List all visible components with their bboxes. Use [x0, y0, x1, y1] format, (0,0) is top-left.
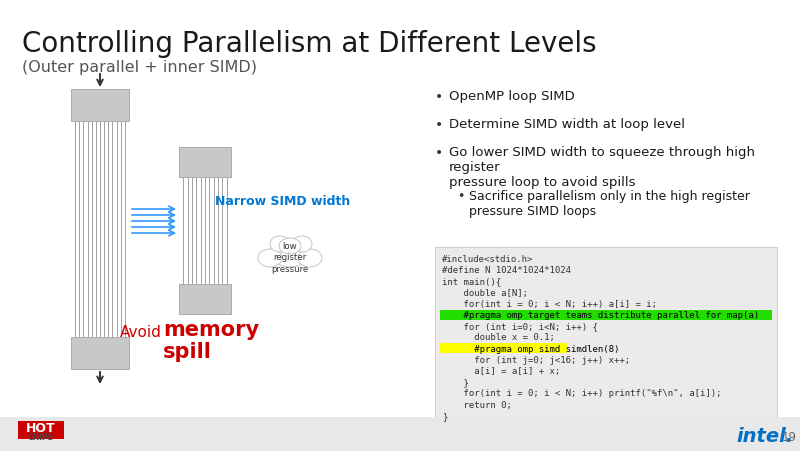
- Text: intel.: intel.: [736, 426, 793, 445]
- Text: Controlling Parallelism at Different Levels: Controlling Parallelism at Different Lev…: [22, 30, 597, 58]
- Text: #pragma omp target teams distribute parallel for map(a): #pragma omp target teams distribute para…: [442, 310, 759, 319]
- Text: Determine SIMD width at loop level: Determine SIMD width at loop level: [449, 118, 685, 131]
- Ellipse shape: [271, 241, 309, 267]
- Ellipse shape: [270, 236, 290, 253]
- Text: #include<stdio.h>: #include<stdio.h>: [442, 254, 534, 263]
- Text: for (int i=0; i<N; i++) {: for (int i=0; i<N; i++) {: [442, 322, 598, 331]
- Ellipse shape: [279, 239, 301, 254]
- Text: for (int j=0; j<16; j++) x++;: for (int j=0; j<16; j++) x++;: [442, 355, 630, 364]
- Text: a[i] = a[i] + x;: a[i] = a[i] + x;: [442, 366, 560, 375]
- Bar: [18, 421, 64, 439]
- Bar: [71, 337, 129, 369]
- Bar: [179, 285, 231, 314]
- Text: HOT: HOT: [26, 421, 56, 434]
- Text: #pragma omp simd simdlen(8): #pragma omp simd simdlen(8): [442, 344, 619, 353]
- Text: for(int i = 0; i < N; i++) a[i] = i;: for(int i = 0; i < N; i++) a[i] = i;: [442, 299, 657, 308]
- Text: low
register
pressure: low register pressure: [271, 242, 309, 273]
- Bar: [0, 417, 800, 451]
- Text: double x = 0.1;: double x = 0.1;: [442, 333, 555, 342]
- Text: Narrow SIMD width: Narrow SIMD width: [215, 194, 350, 207]
- Text: Go lower SIMD width to squeeze through high register
pressure loop to avoid spil: Go lower SIMD width to squeeze through h…: [449, 146, 755, 189]
- Ellipse shape: [298, 249, 322, 267]
- Bar: [71, 90, 129, 122]
- Text: }: }: [442, 377, 469, 387]
- Ellipse shape: [258, 249, 282, 267]
- Text: CHIPS: CHIPS: [28, 432, 54, 441]
- Text: }: }: [442, 411, 447, 420]
- Text: (Outer parallel + inner SIMD): (Outer parallel + inner SIMD): [22, 60, 257, 75]
- Ellipse shape: [292, 236, 312, 253]
- Text: •: •: [435, 146, 443, 160]
- Bar: [435, 248, 777, 425]
- Bar: [440, 343, 567, 353]
- Text: return 0;: return 0;: [442, 400, 512, 409]
- Text: Avoid: Avoid: [120, 324, 162, 339]
- Text: •: •: [457, 189, 464, 202]
- Text: int main(){: int main(){: [442, 277, 501, 286]
- Text: •: •: [435, 118, 443, 132]
- Text: •: •: [435, 90, 443, 104]
- Text: 19: 19: [782, 430, 797, 443]
- Text: for(int i = 0; i < N; i++) printf("%f\n", a[i]);: for(int i = 0; i < N; i++) printf("%f\n"…: [442, 389, 722, 397]
- Text: Sacrifice parallelism only in the high register
pressure SIMD loops: Sacrifice parallelism only in the high r…: [469, 189, 750, 217]
- Text: OpenMP loop SIMD: OpenMP loop SIMD: [449, 90, 574, 103]
- Text: double a[N];: double a[N];: [442, 288, 528, 297]
- Bar: [179, 147, 231, 178]
- Text: memory
spill: memory spill: [163, 319, 259, 361]
- Bar: [440, 310, 772, 320]
- Text: #define N 1024*1024*1024: #define N 1024*1024*1024: [442, 266, 571, 275]
